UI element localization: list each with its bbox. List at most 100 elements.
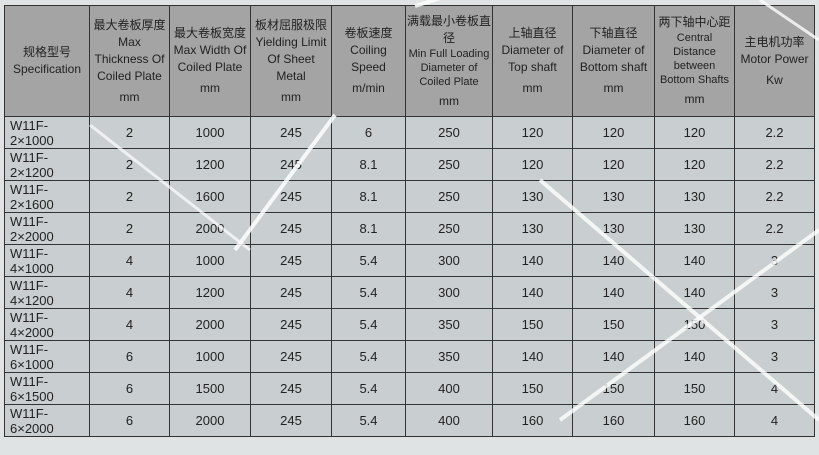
value-cell: 2000 xyxy=(169,212,251,245)
value-cell: 140 xyxy=(492,244,573,277)
header-cn: 卷板速度 xyxy=(344,26,393,40)
value-cell: 140 xyxy=(654,276,735,309)
column-header: 下轴直径 Diameter of Bottom shaft mm xyxy=(572,5,655,117)
value-cell: 1500 xyxy=(169,372,251,405)
header-unit: mm xyxy=(684,92,705,106)
value-cell: 140 xyxy=(654,340,735,373)
table-row: W11F-4×2000 4 2000 245 5.4 350 150 150 150 3 xyxy=(4,308,815,341)
value-cell: 160 xyxy=(492,404,573,437)
column-header: 卷板速度 Coiling Speed m/min xyxy=(331,5,406,117)
value-cell: 250 xyxy=(405,212,493,245)
header-en: Max Width Of Coiled Plate xyxy=(173,43,247,74)
header-en: Motor Power xyxy=(740,51,809,66)
value-cell: 2 xyxy=(89,212,170,245)
value-cell: 140 xyxy=(572,276,655,309)
spec-cell: W11F-2×2000 xyxy=(4,212,90,245)
column-header: 最大卷板宽度 Max Width Of Coiled Plate mm xyxy=(169,5,251,117)
value-cell: 250 xyxy=(405,148,493,181)
value-cell: 140 xyxy=(572,340,655,373)
header-unit: mm xyxy=(200,81,220,95)
value-cell: 350 xyxy=(405,308,493,341)
value-cell: 2 xyxy=(89,148,170,181)
table-row: W11F-2×2000 2 2000 245 8.1 250 130 130 130 2.2 xyxy=(4,212,815,245)
value-cell: 1000 xyxy=(169,244,251,277)
value-cell: 160 xyxy=(572,404,655,437)
header-cn: 最大卷板厚度 xyxy=(93,17,166,32)
header-unit: mm xyxy=(439,93,459,108)
value-cell: 8.1 xyxy=(331,148,406,181)
header-unit: m/min xyxy=(352,81,385,95)
value-cell: 245 xyxy=(250,244,332,277)
value-cell: 245 xyxy=(250,148,332,181)
header-cn: 主电机功率 xyxy=(744,34,805,49)
spec-cell: W11F-6×1500 xyxy=(4,372,90,405)
value-cell: 400 xyxy=(405,372,493,405)
value-cell: 1000 xyxy=(169,340,251,373)
header-unit: mm xyxy=(119,89,140,104)
spec-cell: W11F-4×1200 xyxy=(4,276,90,309)
header-en: Diameter of Bottom shaft xyxy=(579,43,648,74)
value-cell: 120 xyxy=(572,148,655,181)
value-cell: 6 xyxy=(89,404,170,437)
header-en: Diameter of Top shaft xyxy=(501,43,564,74)
value-cell: 140 xyxy=(492,340,573,373)
header-cn: 两下轴中心距 xyxy=(658,15,731,29)
value-cell: 150 xyxy=(572,372,655,405)
header-unit: mm xyxy=(281,89,301,104)
value-cell: 1000 xyxy=(169,116,251,149)
value-cell: 5.4 xyxy=(331,372,406,405)
table-row: W11F-4×1000 4 1000 245 5.4 300 140 140 140 3 xyxy=(4,244,815,277)
value-cell: 245 xyxy=(250,372,332,405)
column-header: 最大卷板厚度 Max Thickness Of Coiled Plate mm xyxy=(89,5,170,117)
header-en: Yielding Limit Of Sheet Metal xyxy=(255,34,327,83)
value-cell: 130 xyxy=(572,212,655,245)
header-unit: mm xyxy=(522,81,543,95)
value-cell: 2.2 xyxy=(734,212,815,245)
column-header: 两下轴中心距 Central Distance between Bottom Sh… xyxy=(654,5,735,117)
value-cell: 2 xyxy=(89,180,170,213)
header-cn: 满载最小卷板直径 xyxy=(406,13,491,45)
header-unit: Kw xyxy=(766,72,783,87)
value-cell: 120 xyxy=(654,116,735,149)
spec-cell: W11F-2×1200 xyxy=(4,148,90,181)
value-cell: 400 xyxy=(405,404,493,437)
value-cell: 4 xyxy=(89,276,170,309)
value-cell: 150 xyxy=(654,372,735,405)
header-en: Central Distance between Bottom Shafts xyxy=(659,32,730,86)
header-cn: 板材屈服极限 xyxy=(254,17,327,32)
value-cell: 120 xyxy=(654,148,735,181)
value-cell: 130 xyxy=(492,180,573,213)
spec-cell: W11F-2×1600 xyxy=(4,180,90,213)
table-row: W11F-2×1600 2 1600 245 8.1 250 130 130 130 2.2 xyxy=(4,180,815,213)
value-cell: 150 xyxy=(492,372,573,405)
value-cell: 5.4 xyxy=(331,340,406,373)
value-cell: 4 xyxy=(89,244,170,277)
value-cell: 150 xyxy=(572,308,655,341)
value-cell: 120 xyxy=(492,116,573,149)
column-header: 上轴直径 Diameter of Top shaft mm xyxy=(492,5,573,117)
spec-cell: W11F-4×1000 xyxy=(4,244,90,277)
spec-cell: W11F-4×2000 xyxy=(4,308,90,341)
value-cell: 140 xyxy=(654,244,735,277)
value-cell: 245 xyxy=(250,276,332,309)
spec-cell: W11F-6×2000 xyxy=(4,404,90,437)
table-row: W11F-4×1200 4 1200 245 5.4 300 140 140 140 3 xyxy=(4,276,815,309)
value-cell: 5.4 xyxy=(331,244,406,277)
value-cell: 1600 xyxy=(169,180,251,213)
header-cn: 规格型号 xyxy=(22,45,71,59)
header-cn: 最大卷板宽度 xyxy=(173,26,246,40)
value-cell: 245 xyxy=(250,212,332,245)
value-cell: 4 xyxy=(734,372,815,405)
value-cell: 250 xyxy=(405,180,493,213)
value-cell: 2 xyxy=(89,116,170,149)
value-cell: 140 xyxy=(572,244,655,277)
header-en: Max Thickness Of Coiled Plate xyxy=(94,34,165,83)
header-en: Specification xyxy=(12,62,82,76)
value-cell: 245 xyxy=(250,340,332,373)
value-cell: 2.2 xyxy=(734,148,815,181)
value-cell: 130 xyxy=(492,212,573,245)
value-cell: 6 xyxy=(89,340,170,373)
value-cell: 350 xyxy=(405,340,493,373)
value-cell: 2000 xyxy=(169,308,251,341)
value-cell: 8.1 xyxy=(331,180,406,213)
